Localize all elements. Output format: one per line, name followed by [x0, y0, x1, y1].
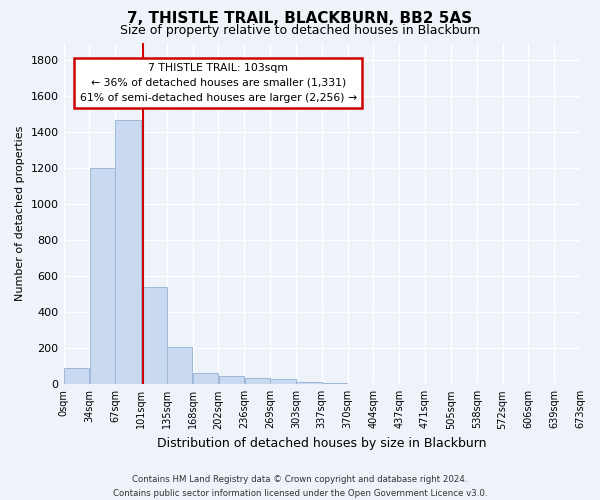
Bar [193, 372, 218, 384]
Bar [167, 348, 193, 385]
Text: 7 THISTLE TRAIL: 103sqm
← 36% of detached houses are smaller (1,331)
61% of semi: 7 THISTLE TRAIL: 103sqm ← 36% of detache… [80, 63, 357, 102]
X-axis label: Distribution of detached houses by size in Blackburn: Distribution of detached houses by size … [157, 437, 487, 450]
Bar [271, 380, 296, 384]
Bar [89, 168, 115, 384]
Bar [219, 376, 244, 384]
Bar [115, 120, 141, 384]
Text: Contains HM Land Registry data © Crown copyright and database right 2024.
Contai: Contains HM Land Registry data © Crown c… [113, 476, 487, 498]
Bar [141, 287, 167, 384]
Y-axis label: Number of detached properties: Number of detached properties [15, 126, 25, 301]
Bar [245, 378, 270, 384]
Bar [296, 382, 322, 384]
Text: 7, THISTLE TRAIL, BLACKBURN, BB2 5AS: 7, THISTLE TRAIL, BLACKBURN, BB2 5AS [127, 11, 473, 26]
Bar [64, 368, 89, 384]
Bar [322, 382, 347, 384]
Text: Size of property relative to detached houses in Blackburn: Size of property relative to detached ho… [120, 24, 480, 37]
